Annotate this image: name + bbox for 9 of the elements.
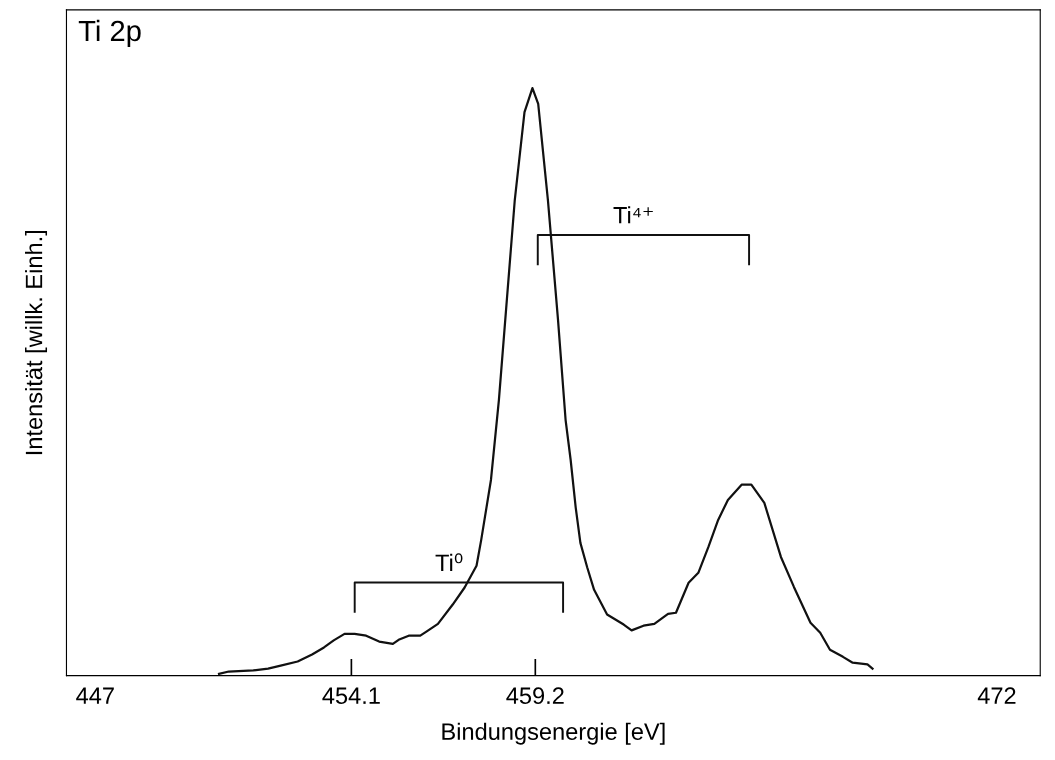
y-axis-title: Intensität [willk. Einh.]: [25, 230, 48, 455]
x-tick-label: 459.2: [506, 687, 564, 705]
chart-title: Ti 2p: [78, 19, 141, 48]
x-tick-label: 447: [76, 687, 114, 704]
annotation: Ti⁴⁺: [613, 206, 653, 224]
annotation: Ti⁰: [435, 553, 463, 571]
x-axis-title: Bindungsenergie [eV]: [442, 722, 665, 745]
x-tick-label: 454.1: [322, 687, 380, 705]
x-tick-label: 472: [977, 687, 1016, 704]
